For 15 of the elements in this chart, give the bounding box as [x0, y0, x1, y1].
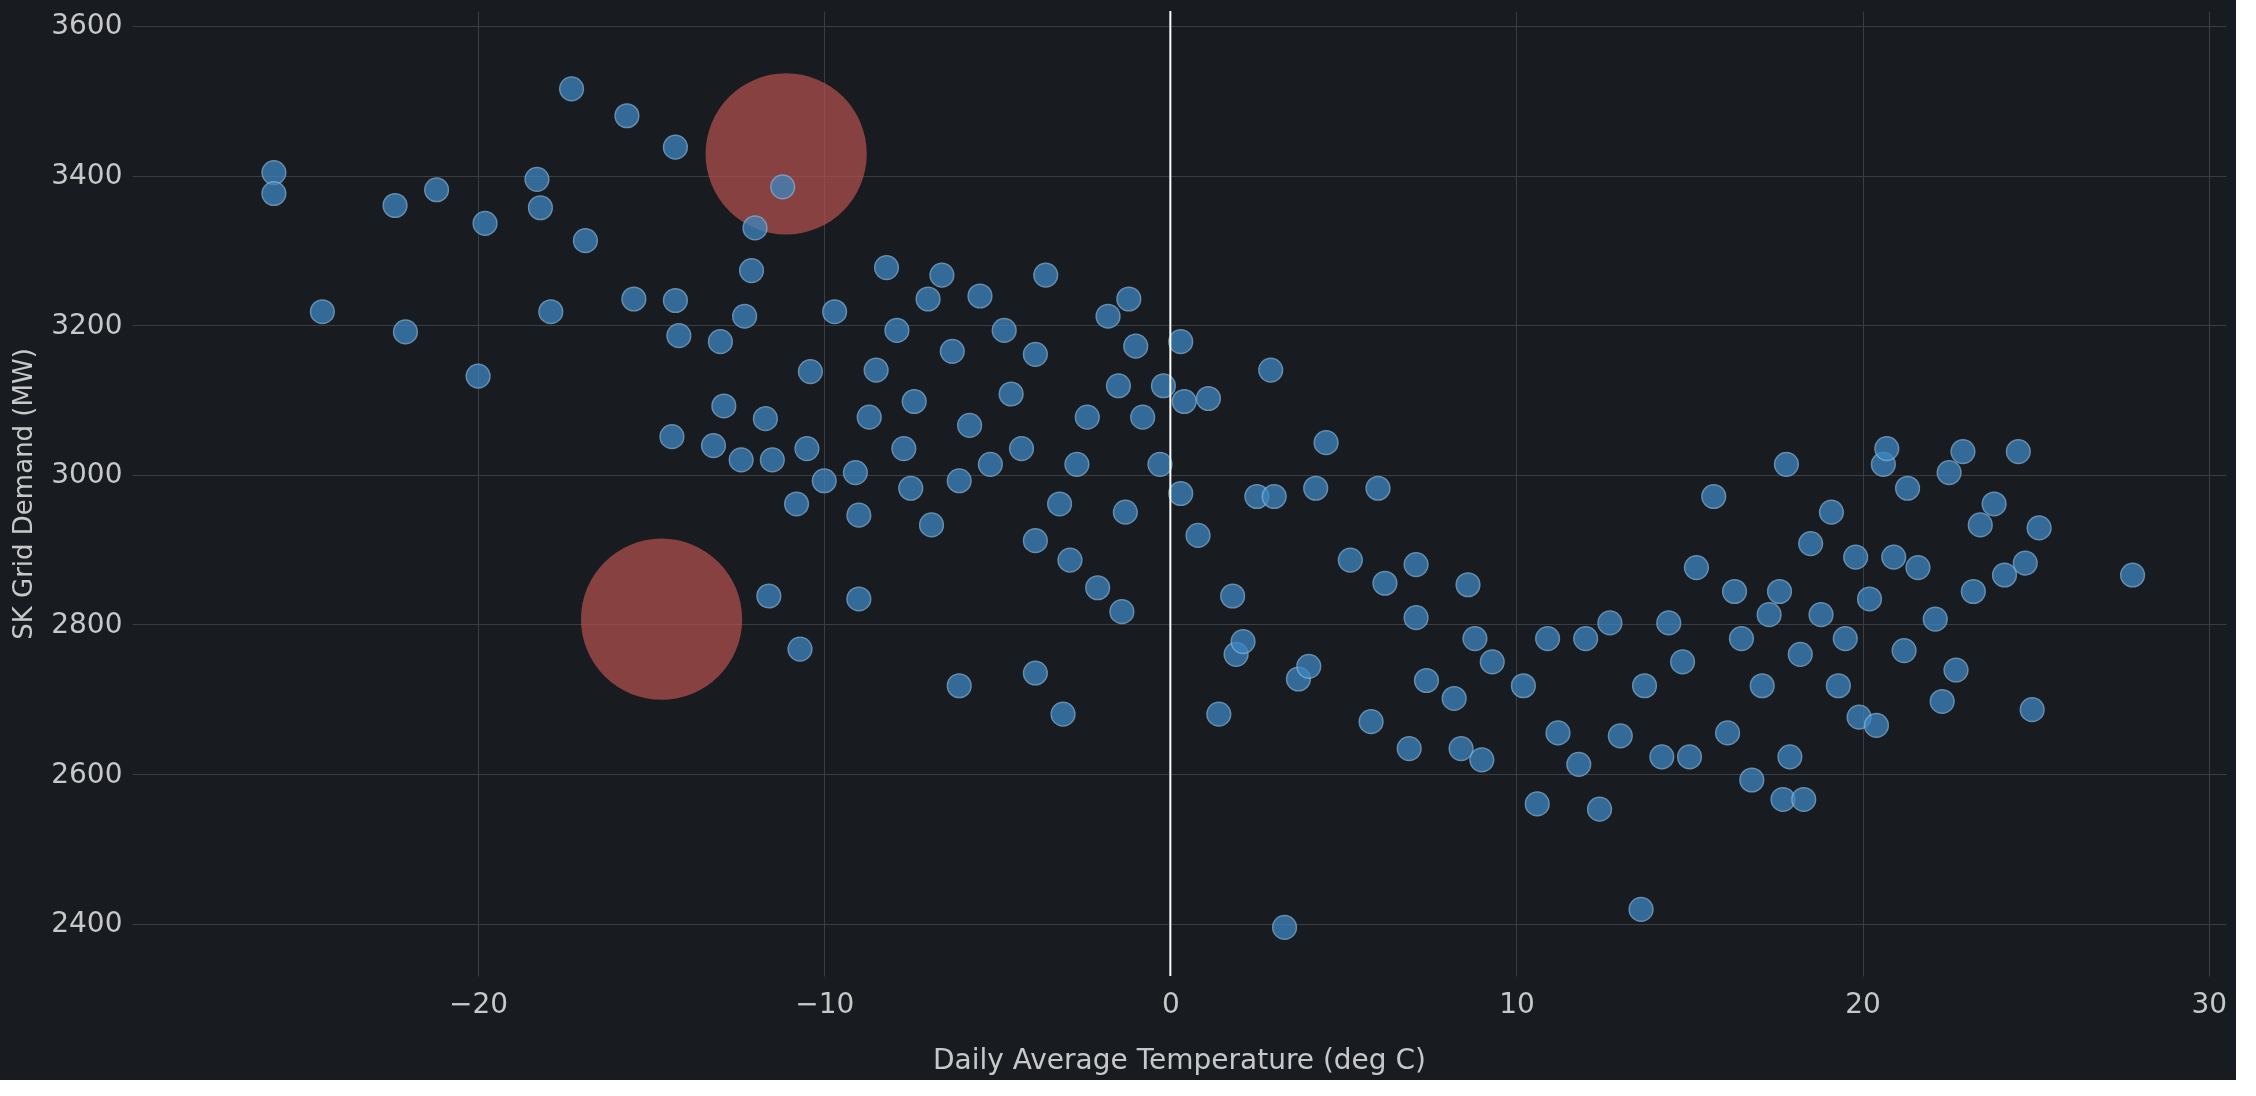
x-axis-title: Daily Average Temperature (deg C)	[933, 1042, 1426, 1076]
y-axis-title: SK Grid Demand (MW)	[8, 348, 39, 640]
y-tick-label: 2800	[51, 606, 123, 640]
y-tick-label: 3200	[51, 307, 123, 341]
x-tick-label: 20	[1845, 986, 1881, 1020]
y-tick-label: 3400	[51, 158, 123, 192]
x-tick-label: 30	[2191, 986, 2228, 1020]
x-tick-label: 0	[1161, 986, 1180, 1020]
x-tick-label: −10	[795, 986, 855, 1020]
y-tick-label: 3600	[51, 8, 123, 42]
y-tick-label: 2400	[51, 906, 123, 940]
y-tick-label: 3000	[51, 457, 123, 491]
y-tick-label: 2600	[51, 756, 123, 790]
x-tick-label: −20	[449, 986, 509, 1020]
x-tick-label: 10	[1499, 986, 1535, 1020]
